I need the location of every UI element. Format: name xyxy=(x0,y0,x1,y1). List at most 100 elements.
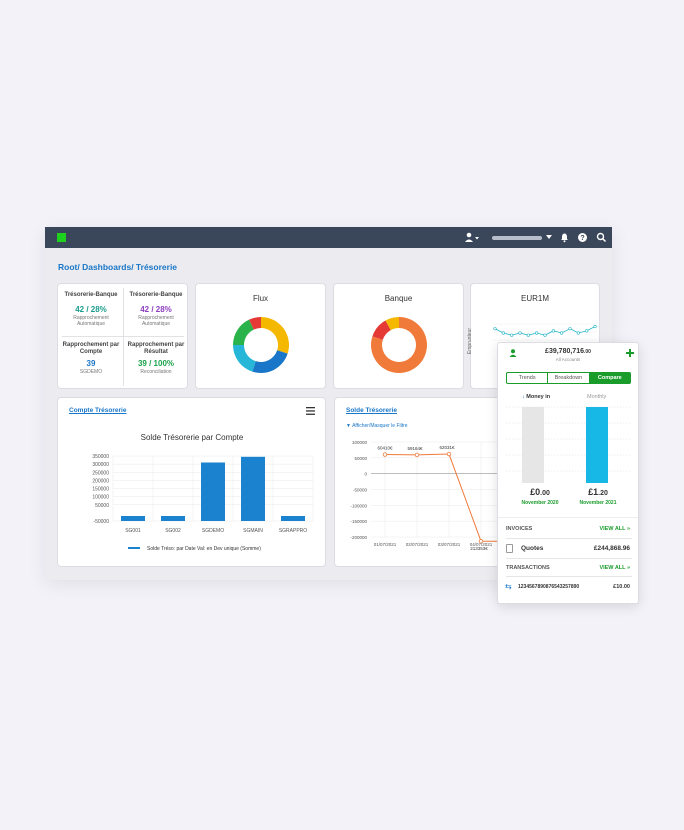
x-tick-label: 03/07/2021 xyxy=(438,542,461,547)
legend-label: Solde Tréso: par Date Val: en Dev unique… xyxy=(147,546,261,552)
tab-breakdown[interactable]: Breakdown xyxy=(548,373,590,383)
eur1m-title: EUR1M xyxy=(520,294,549,303)
data-point xyxy=(543,333,547,337)
donut-slice xyxy=(261,317,289,354)
x-tick-label: SGDEMO xyxy=(202,528,224,534)
solde-tresorerie-link[interactable]: Solde Trésorerie xyxy=(346,407,397,414)
y-tick-label: 100000 xyxy=(352,440,368,445)
bar xyxy=(161,516,185,521)
data-point xyxy=(510,333,514,337)
compare-bar xyxy=(586,407,608,483)
donut-slice xyxy=(249,317,261,330)
data-point xyxy=(568,327,572,331)
data-point xyxy=(518,331,522,335)
flux-title: Flux xyxy=(252,294,269,303)
data-point xyxy=(446,451,452,457)
flux-donut-chart[interactable] xyxy=(231,315,291,375)
legend-swatch xyxy=(128,547,140,549)
kpi-card: Trésorerie-Banque 42 / 28% Rapprochement… xyxy=(57,283,188,389)
money-in-dropdown[interactable]: ↓ Money in xyxy=(522,394,551,400)
data-point xyxy=(526,333,530,337)
data-point xyxy=(414,452,420,458)
x-tick-label: 01/07/2021 xyxy=(374,542,397,547)
user-icon[interactable] xyxy=(464,232,482,243)
invoices-heading: INVOICES xyxy=(506,526,533,532)
quotes-row[interactable]: Quotes £244,868.96 xyxy=(498,541,638,557)
bell-icon[interactable] xyxy=(559,232,570,243)
search-icon[interactable] xyxy=(596,232,607,243)
filter-toggle[interactable]: ▼ Afficher/Masquer le Filtre xyxy=(346,423,408,429)
solde-par-compte-bar-chart[interactable]: Solde Trésorerie par Compte 350000 300000 2… xyxy=(58,426,326,561)
transfer-icon: ⇆ xyxy=(505,582,512,591)
data-point xyxy=(535,331,539,335)
x-tick-label: SG001 xyxy=(125,528,141,534)
y-tick-label: 250000 xyxy=(92,470,109,476)
balance-amount: £39,780,716.00 xyxy=(545,348,591,355)
kpi-value: 39 xyxy=(86,359,96,368)
banque-title: Banque xyxy=(384,294,413,303)
user-icon[interactable] xyxy=(509,349,517,357)
view-segmented-control: Trends Breakdown Compare xyxy=(506,372,631,384)
data-point xyxy=(593,324,597,329)
invoices-view-all-link[interactable]: VIEW ALL » xyxy=(599,526,630,532)
balance-subtitle: All Accounts xyxy=(555,357,581,362)
donut-slice xyxy=(372,320,391,340)
data-point xyxy=(551,329,555,333)
compare-value-2021: £1.20 xyxy=(588,487,608,497)
data-label: 59164€ xyxy=(407,446,423,451)
dashboard-window: ? Root/ Dashboards/ Trésorerie Trésoreri… xyxy=(45,227,612,580)
period-2021: November 2021 xyxy=(579,500,617,506)
menu-icon[interactable] xyxy=(306,407,315,415)
transactions-heading: TRANSACTIONS xyxy=(506,565,550,571)
compare-bar-chart[interactable] xyxy=(506,403,632,485)
top-navbar: ? xyxy=(45,227,612,248)
flux-card[interactable]: Flux xyxy=(195,283,326,389)
chart-title: Solde Trésorerie par Compte xyxy=(141,433,244,442)
y-tick-label: 350000 xyxy=(92,454,109,460)
tab-compare[interactable]: Compare xyxy=(589,373,630,383)
x-tick-label: SGMAIN xyxy=(243,528,263,534)
username-placeholder[interactable] xyxy=(492,236,542,240)
data-point xyxy=(560,331,564,335)
chevron-down-icon[interactable] xyxy=(546,235,552,239)
kpi-value: 42 / 28% xyxy=(75,305,107,314)
y-tick-label: -150000 xyxy=(350,519,367,524)
bar xyxy=(241,456,265,521)
arrow-down-icon: ↓ xyxy=(522,394,525,400)
y-tick-label: -100000 xyxy=(350,503,367,508)
data-label: 60410€ xyxy=(377,446,393,451)
x-tick-label: SGRAPPRO xyxy=(279,528,307,534)
banque-donut-chart[interactable] xyxy=(369,315,429,375)
kpi-treso-banque-2[interactable]: Trésorerie-Banque 42 / 28% Rapprochement… xyxy=(124,284,188,336)
bar xyxy=(201,462,225,521)
y-tick-label: 50000 xyxy=(354,456,367,461)
compte-tresorerie-link[interactable]: Compte Trésorerie xyxy=(69,407,127,414)
help-icon[interactable]: ? xyxy=(577,232,588,243)
mobile-app-panel: £39,780,716.00 All Accounts Trends Break… xyxy=(497,342,639,604)
plus-icon[interactable] xyxy=(626,349,634,357)
y-tick-label: 150000 xyxy=(92,487,109,493)
kpi-rapprochement-resultat[interactable]: Rapprochement par Résultat 39 / 100% Rec… xyxy=(124,337,188,389)
compte-tresorerie-card[interactable]: Compte Trésorerie Solde Trésorerie par C… xyxy=(57,397,326,567)
data-point xyxy=(585,329,589,333)
kpi-treso-banque-1[interactable]: Trésorerie-Banque 42 / 28% Rapprochement… xyxy=(59,284,123,336)
app-logo[interactable] xyxy=(57,233,66,242)
eur1m-line-chart[interactable] xyxy=(493,318,597,348)
banque-card[interactable]: Banque xyxy=(333,283,464,389)
data-point xyxy=(478,539,484,544)
svg-text:?: ? xyxy=(580,235,584,242)
kpi-value: 42 / 28% xyxy=(140,305,172,314)
kpi-value: 39 / 100% xyxy=(137,359,175,368)
x-tick-label: 04/07/2021 xyxy=(470,542,493,547)
transaction-row[interactable]: ⇆ 1234567890876543257890 £10.00 xyxy=(505,582,630,591)
monthly-dropdown[interactable]: Monthly xyxy=(587,394,607,400)
x-tick-label: 02/07/2021 xyxy=(406,542,429,547)
tab-trends[interactable]: Trends xyxy=(507,373,549,383)
transactions-view-all-link[interactable]: VIEW ALL » xyxy=(599,565,630,571)
data-label: 213353€ xyxy=(470,546,488,551)
y-tick-label: 100000 xyxy=(92,495,109,501)
y-tick-label: -50000 xyxy=(93,519,109,525)
kpi-rapprochement-compte[interactable]: Rapprochement par Compte 39 SGDEMO xyxy=(59,337,123,389)
y-tick-label: 0 xyxy=(364,472,367,477)
breadcrumb[interactable]: Root/ Dashboards/ Trésorerie xyxy=(58,262,178,272)
